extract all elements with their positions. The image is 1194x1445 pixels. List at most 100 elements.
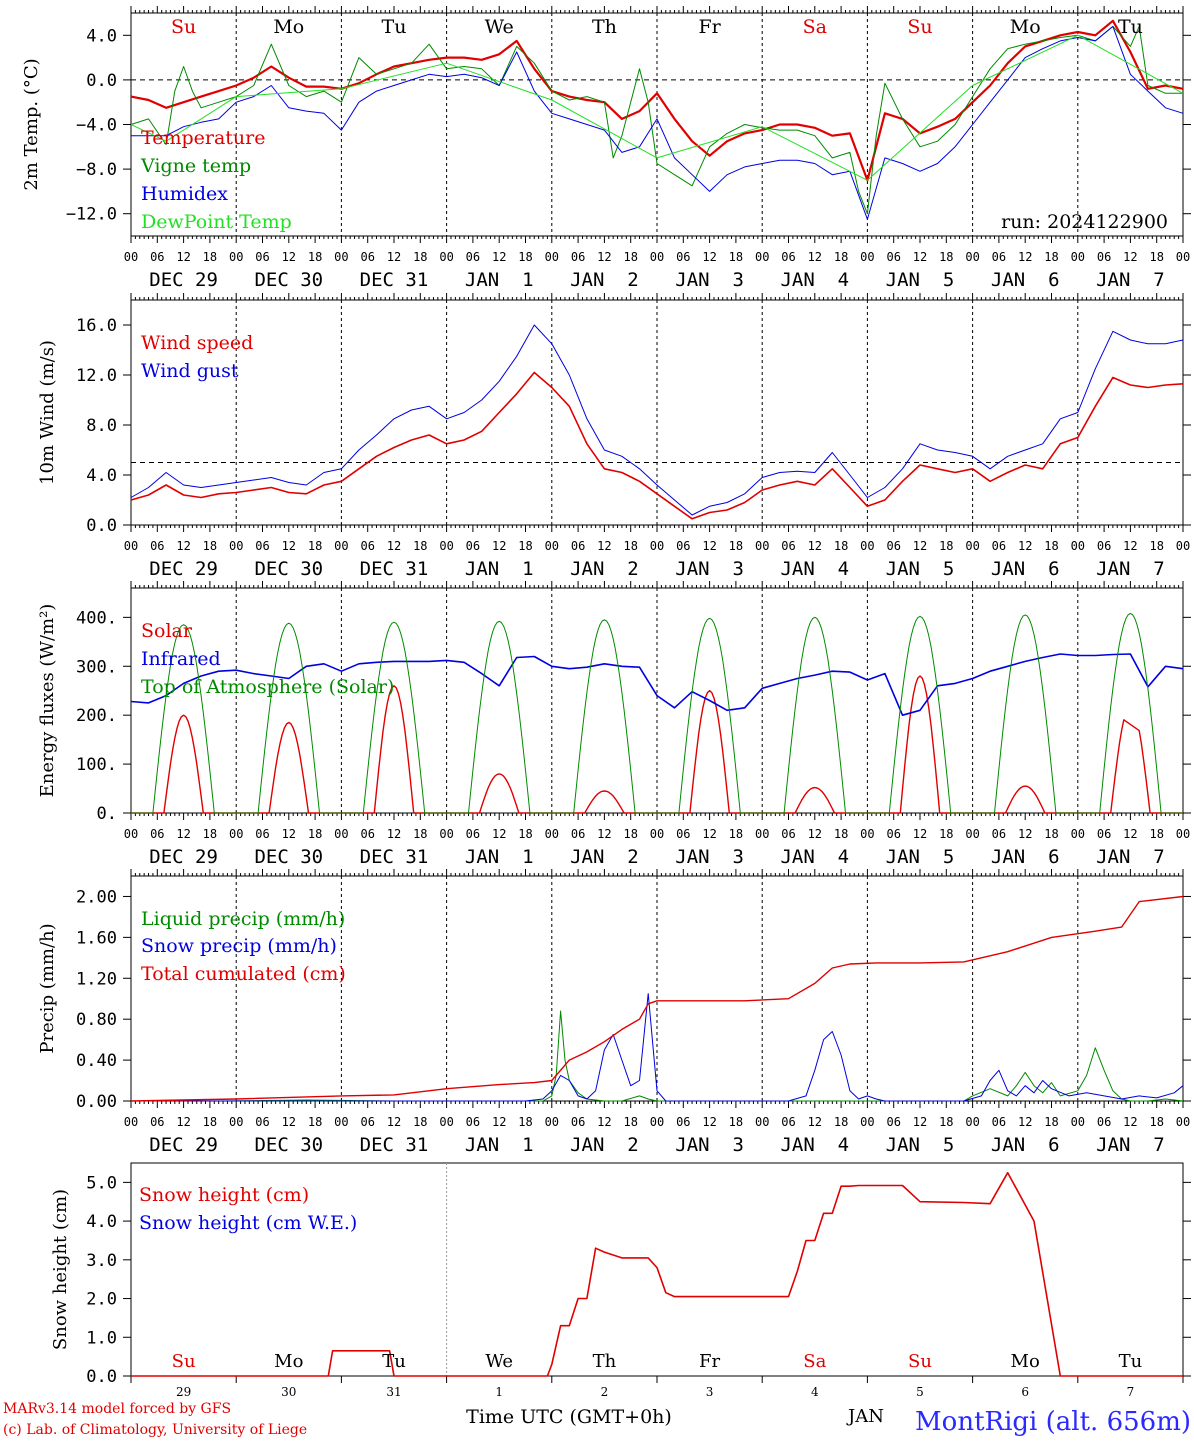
x-tick-label: 12 bbox=[702, 539, 716, 553]
x-tick-label: 18 bbox=[1044, 1115, 1058, 1129]
x-tick-label: 12 bbox=[1018, 827, 1032, 841]
day-name-label: Fr bbox=[698, 16, 721, 38]
y-tick-label: 0. bbox=[97, 804, 117, 824]
x-date-label: DEC 31 bbox=[360, 846, 429, 868]
x-date-label: JAN 2 bbox=[570, 846, 639, 868]
x-tick-label: 18 bbox=[729, 250, 743, 264]
run-label: run: 2024122900 bbox=[1001, 211, 1168, 233]
x-tick-label: 12 bbox=[492, 1115, 506, 1129]
x-tick-label: 00 bbox=[860, 827, 874, 841]
x-tick-label: 18 bbox=[1149, 539, 1163, 553]
x-date-label: JAN 5 bbox=[886, 1134, 955, 1156]
x-tick-label: 06 bbox=[676, 827, 690, 841]
legend-entry: Snow height (cm) bbox=[139, 1184, 309, 1206]
x-tick-label: 12 bbox=[176, 827, 190, 841]
x-tick-label: 06 bbox=[150, 827, 164, 841]
x-date-label: JAN 1 bbox=[465, 1134, 534, 1156]
x-tick-label: 12 bbox=[597, 1115, 611, 1129]
x-tick-label: 2 bbox=[601, 1385, 609, 1399]
x-date-label: DEC 31 bbox=[360, 1134, 429, 1156]
y-tick-label: −12.0 bbox=[66, 205, 117, 225]
x-tick-label: 00 bbox=[124, 250, 138, 264]
x-tick-label: 00 bbox=[1071, 1115, 1085, 1129]
y-tick-label: 0.0 bbox=[86, 1367, 117, 1387]
x-tick-label: 00 bbox=[439, 250, 453, 264]
legend-entry: Humidex bbox=[141, 183, 228, 205]
x-date-label: JAN 3 bbox=[675, 846, 744, 868]
x-tick-label: 18 bbox=[623, 250, 637, 264]
x-tick-label: 12 bbox=[492, 250, 506, 264]
x-tick-label: 18 bbox=[834, 1115, 848, 1129]
x-tick-label: 00 bbox=[860, 1115, 874, 1129]
x-tick-label: 06 bbox=[1097, 539, 1111, 553]
x-date-label: JAN 3 bbox=[675, 1134, 744, 1156]
day-name-label: Mo bbox=[274, 1351, 303, 1372]
x-tick-label: 00 bbox=[334, 827, 348, 841]
x-tick-label: 12 bbox=[176, 539, 190, 553]
x-date-label: DEC 29 bbox=[149, 269, 218, 291]
x-tick-label: 00 bbox=[229, 827, 243, 841]
x-date-label: JAN 2 bbox=[570, 558, 639, 580]
model-credit: MARv3.14 model forced by GFS bbox=[3, 1401, 231, 1417]
y-tick-label: 12.0 bbox=[76, 366, 117, 386]
x-date-label: JAN 7 bbox=[1096, 846, 1165, 868]
day-name-label: Mo bbox=[273, 16, 304, 38]
x-date-label: JAN 6 bbox=[991, 846, 1060, 868]
y-tick-label: 2.00 bbox=[76, 887, 117, 907]
x-tick-label: 18 bbox=[834, 539, 848, 553]
x-tick-label: 18 bbox=[1149, 827, 1163, 841]
panel-snow bbox=[123, 1162, 1191, 1383]
x-tick-label: 18 bbox=[939, 250, 953, 264]
x-tick-label: 06 bbox=[886, 827, 900, 841]
x-tick-label: 06 bbox=[571, 827, 585, 841]
x-tick-label: 5 bbox=[916, 1385, 924, 1399]
x-tick-label: 00 bbox=[1176, 250, 1190, 264]
x-tick-label: 06 bbox=[992, 827, 1006, 841]
series-line-wind-speed bbox=[130, 371, 1184, 520]
x-tick-label: 12 bbox=[176, 1115, 190, 1129]
day-name-label: We bbox=[485, 1351, 513, 1372]
x-tick-label: 18 bbox=[518, 827, 532, 841]
x-tick-label: 00 bbox=[229, 1115, 243, 1129]
x-date-label: JAN 5 bbox=[886, 558, 955, 580]
x-tick-label: 12 bbox=[282, 539, 296, 553]
x-tick-label: 18 bbox=[518, 250, 532, 264]
x-tick-label: 00 bbox=[650, 250, 664, 264]
y-tick-label: 5.0 bbox=[86, 1173, 117, 1193]
x-tick-label: 12 bbox=[387, 539, 401, 553]
day-name-label: Tu bbox=[382, 1351, 406, 1372]
x-tick-label: 00 bbox=[650, 827, 664, 841]
x-tick-label: 06 bbox=[1097, 250, 1111, 264]
x-tick-label: 12 bbox=[808, 1115, 822, 1129]
x-tick-label: 06 bbox=[781, 250, 795, 264]
y-tick-label: 4.0 bbox=[86, 466, 117, 486]
x-tick-label: 12 bbox=[1123, 827, 1137, 841]
x-tick-label: 18 bbox=[413, 827, 427, 841]
x-tick-label: 18 bbox=[518, 539, 532, 553]
day-name-label: Fr bbox=[699, 1351, 720, 1372]
x-date-label: JAN 1 bbox=[465, 269, 534, 291]
series-line-humidex bbox=[131, 25, 1184, 220]
x-tick-label: 30 bbox=[281, 1385, 296, 1399]
x-tick-label: 06 bbox=[150, 1115, 164, 1129]
y-tick-label: 400. bbox=[76, 608, 117, 628]
x-tick-label: 1 bbox=[495, 1385, 503, 1399]
panel-energy bbox=[123, 581, 1191, 820]
y-tick-label: −4.0 bbox=[76, 116, 117, 136]
x-tick-label: 12 bbox=[387, 827, 401, 841]
x-tick-label: 18 bbox=[308, 539, 322, 553]
x-date-label: JAN 3 bbox=[675, 558, 744, 580]
y-tick-label: 2.0 bbox=[86, 1290, 117, 1310]
x-date-label: JAN 7 bbox=[1096, 558, 1165, 580]
x-tick-label: 12 bbox=[913, 250, 927, 264]
series-line-snow-height-cm- bbox=[131, 1171, 1183, 1377]
y-tick-label: 16.0 bbox=[76, 316, 117, 336]
x-tick-label: 12 bbox=[597, 250, 611, 264]
x-date-label: JAN 5 bbox=[886, 269, 955, 291]
x-tick-label: 00 bbox=[545, 1115, 559, 1129]
y-tick-label: 3.0 bbox=[86, 1251, 117, 1271]
x-tick-label: 00 bbox=[334, 250, 348, 264]
legend-entry: Infrared bbox=[141, 648, 221, 670]
x-tick-label: 06 bbox=[360, 827, 374, 841]
x-tick-label: 12 bbox=[1018, 250, 1032, 264]
